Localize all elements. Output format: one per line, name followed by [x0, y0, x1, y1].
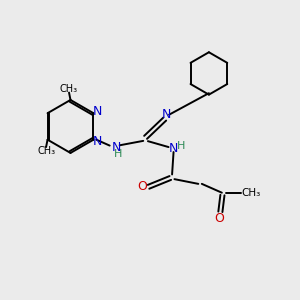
Text: CH₃: CH₃ — [241, 188, 260, 198]
Text: N: N — [112, 141, 121, 154]
Text: O: O — [214, 212, 224, 225]
Text: N: N — [169, 142, 178, 155]
Text: N: N — [161, 108, 171, 121]
Text: H: H — [113, 148, 122, 158]
Text: CH₃: CH₃ — [60, 84, 78, 94]
Text: H: H — [177, 141, 186, 151]
Text: N: N — [93, 135, 102, 148]
Text: O: O — [138, 180, 148, 193]
Text: CH₃: CH₃ — [37, 146, 55, 156]
Text: N: N — [93, 105, 102, 118]
